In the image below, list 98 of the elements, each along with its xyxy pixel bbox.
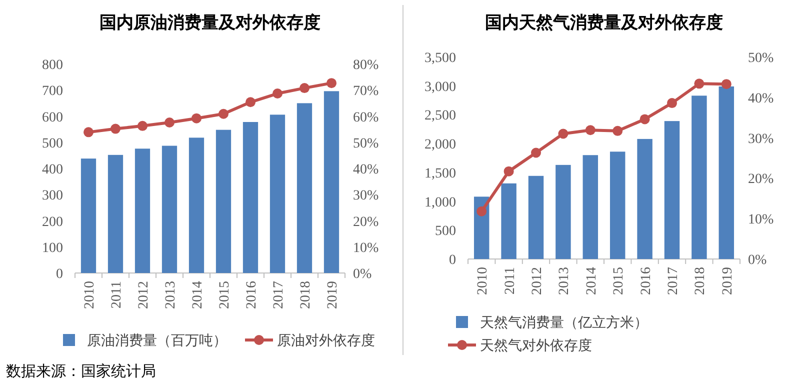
bar bbox=[692, 96, 707, 259]
x-tick-label: 2010 bbox=[476, 267, 491, 295]
point bbox=[585, 125, 596, 136]
chart-title: 国内原油消费量及对外依存度 bbox=[100, 13, 320, 32]
y-tick-label: 700 bbox=[42, 84, 63, 100]
x-tick-label: 2012 bbox=[136, 281, 152, 309]
bar bbox=[528, 176, 544, 259]
x-tick-label: 2015 bbox=[218, 281, 232, 309]
x-tick-label: 2017 bbox=[272, 281, 286, 309]
point bbox=[138, 120, 148, 131]
bar bbox=[80, 158, 96, 273]
point bbox=[504, 166, 514, 176]
y2-tick-label: 10% bbox=[353, 240, 379, 256]
bar bbox=[270, 114, 286, 273]
bar bbox=[664, 121, 680, 259]
bar bbox=[582, 155, 598, 259]
y-tick-label: 800 bbox=[42, 58, 63, 73]
y-tick-label: 2,500 bbox=[424, 108, 456, 124]
x-tick-label: 2013 bbox=[557, 267, 572, 295]
x-tick-label: 2013 bbox=[164, 281, 178, 309]
point bbox=[218, 108, 228, 119]
bar bbox=[324, 91, 340, 273]
y-tick-label: 400 bbox=[42, 162, 63, 178]
bar bbox=[296, 103, 312, 273]
y2-tick-label: 70% bbox=[353, 84, 379, 100]
y2-tick-label: 40% bbox=[748, 91, 774, 106]
y2-tick-label: 60% bbox=[353, 110, 379, 126]
x-tick-label: 2014 bbox=[584, 267, 600, 295]
point bbox=[640, 114, 650, 124]
bar bbox=[134, 148, 150, 273]
point bbox=[667, 98, 677, 108]
y-tick-label: 2,000 bbox=[424, 138, 456, 153]
x-tick-label: 2018 bbox=[298, 281, 314, 309]
point bbox=[531, 148, 541, 158]
point bbox=[84, 127, 94, 138]
x-tick-label: 2017 bbox=[666, 267, 681, 295]
bar bbox=[188, 138, 204, 273]
y-tick-label: 0 bbox=[449, 253, 456, 268]
x-tick-label: 2019 bbox=[326, 281, 340, 309]
point bbox=[694, 78, 704, 89]
point bbox=[164, 118, 174, 128]
y-tick-label: 500 bbox=[435, 224, 456, 240]
legend-label: 天然气消费量（亿立方米） bbox=[480, 315, 648, 331]
point bbox=[246, 97, 256, 108]
point bbox=[272, 88, 282, 99]
point bbox=[192, 113, 202, 124]
x-tick-label: 2014 bbox=[190, 281, 206, 309]
bar bbox=[556, 164, 571, 259]
point bbox=[558, 128, 568, 139]
x-tick-label: 2010 bbox=[82, 281, 98, 309]
y2-tick-label: 0% bbox=[353, 267, 372, 282]
y-tick-label: 300 bbox=[42, 188, 63, 204]
bar bbox=[242, 122, 258, 273]
point bbox=[326, 78, 336, 88]
y-tick-label: 1,500 bbox=[424, 166, 456, 182]
point bbox=[612, 126, 623, 136]
y2-tick-label: 20% bbox=[353, 214, 379, 230]
y-tick-label: 500 bbox=[42, 136, 63, 152]
y-tick-label: 200 bbox=[42, 214, 63, 230]
y-tick-label: 3,000 bbox=[424, 80, 456, 95]
x-tick-label: 2016 bbox=[244, 281, 260, 309]
bar bbox=[216, 130, 232, 273]
y2-tick-label: 50% bbox=[353, 136, 379, 152]
bar bbox=[501, 183, 516, 259]
y2-tick-label: 30% bbox=[353, 188, 379, 204]
point bbox=[110, 124, 120, 134]
y2-tick-label: 30% bbox=[748, 132, 774, 147]
y-tick-label: 0 bbox=[56, 267, 63, 282]
y2-tick-label: 20% bbox=[748, 172, 774, 188]
y2-tick-label: 50% bbox=[748, 51, 774, 66]
y-tick-label: 3,500 bbox=[424, 51, 456, 66]
x-tick-label: 2011 bbox=[110, 281, 124, 308]
x-tick-label: 2012 bbox=[530, 267, 545, 295]
bar bbox=[162, 146, 178, 273]
y-tick-label: 100 bbox=[42, 240, 63, 256]
legend-label: 天然气对外依存度 bbox=[480, 338, 592, 354]
legend-label: 原油消费量（百万吨） bbox=[87, 333, 227, 349]
point bbox=[721, 79, 732, 90]
y2-tick-label: 0% bbox=[748, 253, 767, 268]
y2-tick-label: 10% bbox=[748, 212, 774, 228]
x-tick-label: 2018 bbox=[693, 267, 708, 295]
source-note: 数据来源：国家统计局 bbox=[6, 363, 156, 380]
y-tick-label: 1,000 bbox=[424, 195, 456, 210]
legend-label: 原油对外依存度 bbox=[277, 333, 375, 349]
x-tick-label: 2015 bbox=[612, 267, 627, 295]
bar bbox=[718, 86, 734, 259]
chart-title: 国内天然气消费量及对外依存度 bbox=[485, 13, 723, 32]
point bbox=[300, 83, 310, 94]
y2-tick-label: 40% bbox=[353, 162, 379, 178]
bar bbox=[637, 138, 652, 259]
x-tick-label: 2016 bbox=[638, 267, 654, 295]
x-tick-label: 2019 bbox=[720, 267, 736, 295]
x-tick-label: 2011 bbox=[502, 267, 518, 294]
bar bbox=[610, 152, 626, 259]
bar bbox=[108, 154, 124, 273]
point bbox=[476, 206, 487, 216]
y-tick-label: 600 bbox=[42, 110, 63, 126]
y2-tick-label: 80% bbox=[353, 58, 379, 73]
